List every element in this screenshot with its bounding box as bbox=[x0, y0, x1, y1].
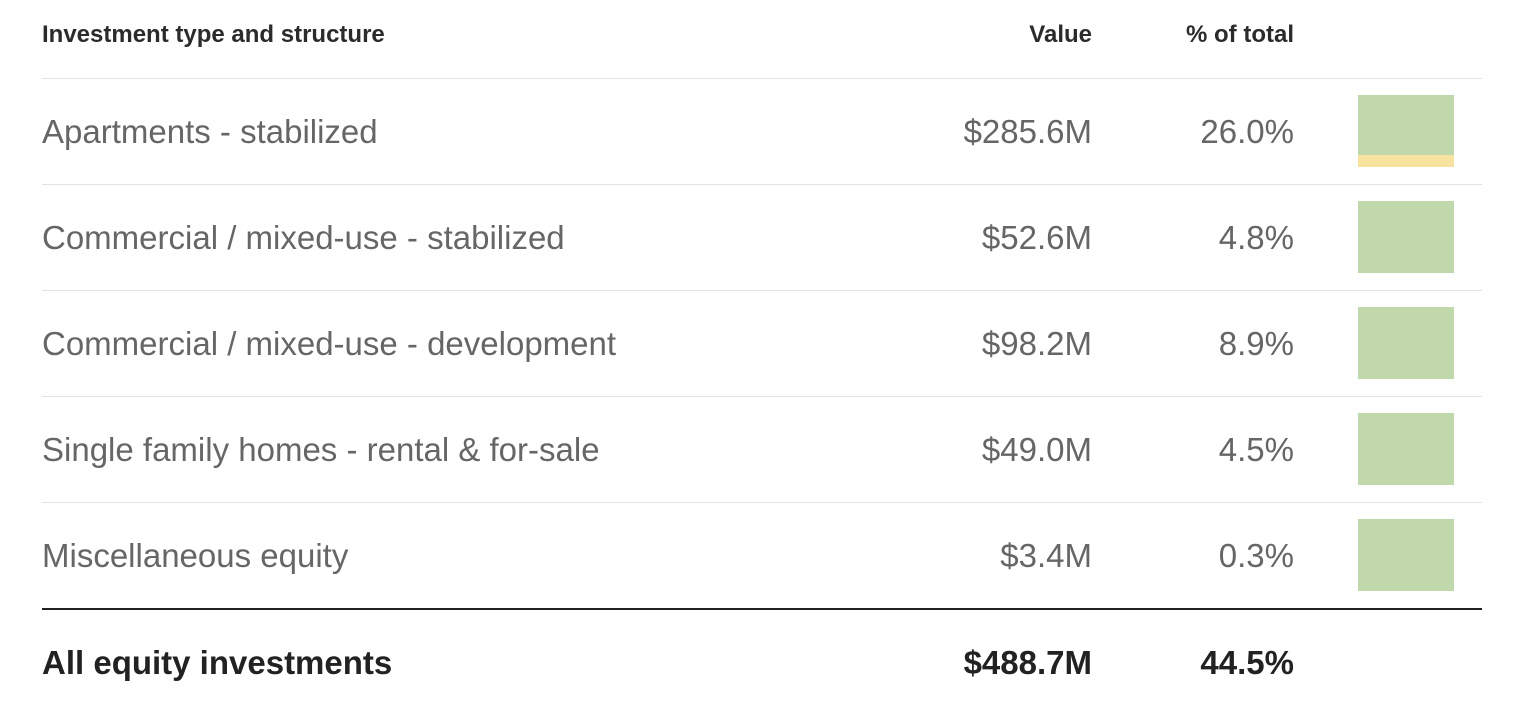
row-type: Single family homes - rental & for-sale bbox=[42, 431, 600, 468]
row-value: $49.0M bbox=[981, 431, 1092, 468]
row-pct: 8.9% bbox=[1218, 325, 1294, 362]
row-type: Miscellaneous equity bbox=[42, 537, 349, 574]
row-value: $98.2M bbox=[981, 325, 1092, 362]
total-pct: 44.5% bbox=[1200, 644, 1294, 681]
table-row: Commercial / mixed-use - development $98… bbox=[42, 291, 1482, 397]
column-header-type: Investment type and structure bbox=[42, 21, 385, 48]
investment-table: Investment type and structure Value % of… bbox=[42, 0, 1482, 718]
table-row: Single family homes - rental & for-sale … bbox=[42, 397, 1482, 503]
row-type: Commercial / mixed-use - development bbox=[42, 325, 617, 362]
row-bar bbox=[1358, 413, 1454, 485]
row-bar bbox=[1358, 201, 1454, 273]
total-value: $488.7M bbox=[963, 644, 1092, 681]
total-type: All equity investments bbox=[42, 644, 393, 681]
row-bar bbox=[1358, 307, 1454, 379]
column-header-value: Value bbox=[1029, 21, 1092, 48]
row-pct: 0.3% bbox=[1218, 537, 1294, 574]
table-row: Apartments - stabilized $285.6M 26.0% bbox=[42, 79, 1482, 185]
table-header-row: Investment type and structure Value % of… bbox=[42, 0, 1482, 79]
row-pct: 4.5% bbox=[1218, 431, 1294, 468]
table-total-row: All equity investments $488.7M 44.5% bbox=[42, 610, 1482, 718]
row-pct: 4.8% bbox=[1218, 219, 1294, 256]
column-header-pct: % of total bbox=[1186, 21, 1294, 48]
row-bar bbox=[1358, 519, 1454, 591]
row-type: Apartments - stabilized bbox=[42, 113, 378, 150]
table-row: Commercial / mixed-use - stabilized $52.… bbox=[42, 185, 1482, 291]
row-bar bbox=[1358, 95, 1454, 167]
row-value: $3.4M bbox=[1000, 537, 1092, 574]
table-row: Miscellaneous equity $3.4M 0.3% bbox=[42, 503, 1482, 610]
row-value: $285.6M bbox=[963, 113, 1092, 150]
row-pct: 26.0% bbox=[1200, 113, 1294, 150]
row-value: $52.6M bbox=[981, 219, 1092, 256]
row-bar-under-segment bbox=[1358, 154, 1454, 167]
row-type: Commercial / mixed-use - stabilized bbox=[42, 219, 565, 256]
